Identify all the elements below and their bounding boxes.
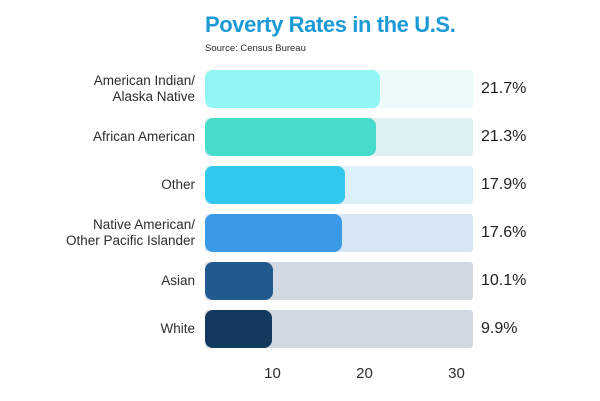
bar-fill: [205, 166, 346, 204]
bar-track: [205, 70, 473, 108]
bar-track: [205, 214, 473, 252]
chart-header: Poverty Rates in the U.S. Source: Census…: [205, 12, 585, 55]
x-axis-tick-label: 20: [356, 365, 373, 382]
bar-track: [205, 166, 473, 204]
bar-row: American Indian/ Alaska Native 21.7%: [0, 70, 600, 108]
bar-fill: [205, 262, 274, 300]
bar-row: White 9.9%: [0, 310, 600, 348]
bar-fill: [205, 310, 272, 348]
bar-value-label: 17.6%: [481, 224, 527, 241]
chart-title: Poverty Rates in the U.S.: [205, 12, 456, 37]
x-axis-tick-label: 10: [264, 365, 281, 382]
bar-value-label: 9.9%: [481, 320, 518, 337]
category-label: African American: [92, 129, 195, 144]
category-label: White: [160, 321, 195, 336]
bar-row: Other 17.9%: [0, 166, 600, 204]
category-label: American Indian/ Alaska Native: [93, 73, 195, 104]
x-axis: 10 20 30: [0, 365, 600, 389]
bar-value-label: 21.7%: [481, 80, 527, 97]
bar-track: [205, 262, 473, 300]
x-axis-tick-label: 30: [448, 365, 465, 382]
chart-source-note: Source: Census Bureau: [205, 43, 306, 54]
category-label: Other: [161, 177, 195, 192]
bar-value-label: 17.9%: [481, 176, 527, 193]
bar-track: [205, 310, 473, 348]
bar-value-label: 21.3%: [481, 128, 527, 145]
bar-fill: [205, 70, 381, 108]
bar-row: Native American/ Other Pacific Islander 1…: [0, 214, 600, 252]
bar-row: African American 21.3%: [0, 118, 600, 156]
bar-fill: [205, 214, 343, 252]
bar-row: Asian 10.1%: [0, 262, 600, 300]
bar-fill: [205, 118, 377, 156]
bar-track: [205, 118, 473, 156]
bar-value-label: 10.1%: [481, 272, 527, 289]
category-label: Asian: [161, 273, 195, 288]
category-label: Native American/ Other Pacific Islander: [65, 217, 195, 248]
